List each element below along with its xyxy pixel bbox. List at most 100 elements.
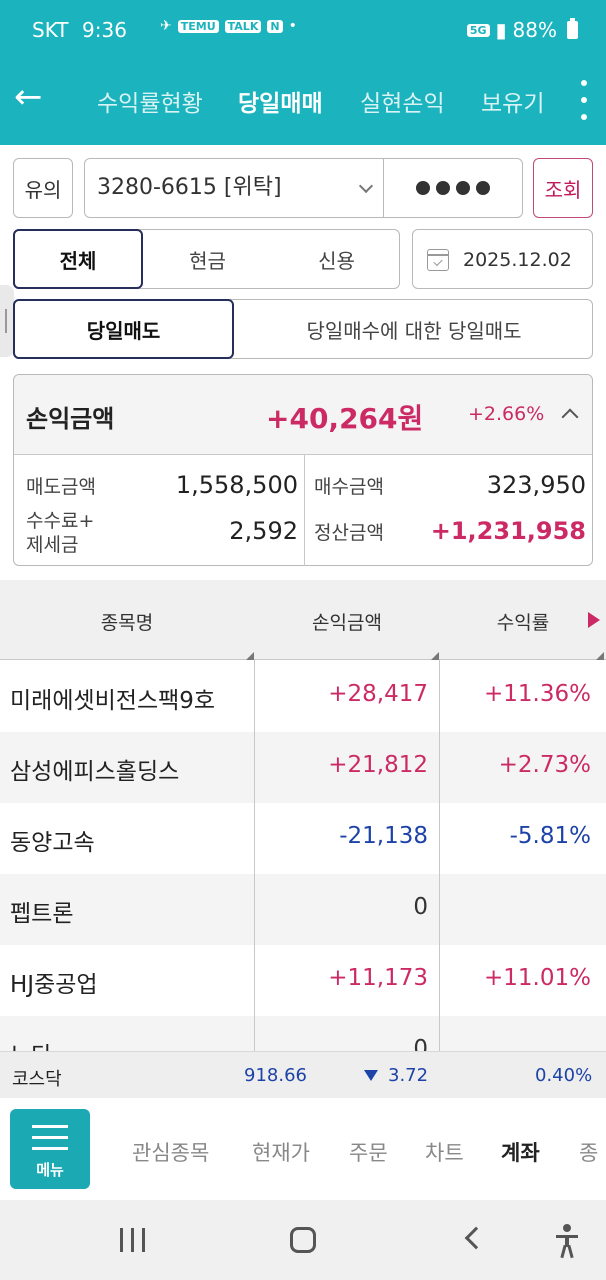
battery-icon bbox=[567, 18, 578, 39]
account-select[interactable]: 3280-6615 [위탁] bbox=[84, 158, 384, 218]
tab-day-trading[interactable]: 당일매매 bbox=[238, 91, 323, 117]
back-icon[interactable] bbox=[464, 1226, 488, 1250]
ticker-index-value: 918.66 bbox=[244, 1065, 307, 1086]
temu-badge: TEMU bbox=[177, 19, 219, 33]
battery-percent: 88% bbox=[512, 18, 557, 42]
segment-cash[interactable]: 현금 bbox=[189, 248, 226, 273]
stock-name: HJ중공업 bbox=[10, 972, 98, 998]
header-pnl-amount[interactable]: 손익금액 bbox=[312, 612, 382, 634]
accessibility-icon[interactable] bbox=[556, 1224, 578, 1259]
chevron-down-icon bbox=[358, 178, 374, 194]
chevron-up-icon[interactable] bbox=[561, 408, 579, 426]
nav-more[interactable]: 종 bbox=[579, 1141, 599, 1165]
nav-watchlist[interactable]: 관심종목 bbox=[132, 1141, 210, 1165]
stock-name: 동양고속 bbox=[10, 830, 95, 856]
recent-apps-icon[interactable] bbox=[120, 1228, 146, 1252]
query-button[interactable]: 조회 bbox=[533, 158, 593, 218]
segment-all[interactable]: 전체 bbox=[13, 229, 143, 289]
stock-name: 노타 bbox=[10, 1036, 52, 1052]
index-ticker[interactable]: 코스닥 918.66 3.72 0.40% bbox=[0, 1051, 606, 1098]
stock-name: 삼성에피스홀딩스 bbox=[10, 759, 180, 785]
bottom-nav: 메뉴 관심종목 현재가 주문 차트 계좌 종 bbox=[0, 1098, 606, 1200]
stock-return-rate: -5.81% bbox=[509, 823, 591, 849]
stock-pnl-table[interactable]: 종목명 손익금액 수익률 미래에셋비전스팩9호 +28,417 +11.36% … bbox=[0, 580, 606, 1052]
pnl-rate: +2.66% bbox=[468, 403, 545, 425]
tab-realized-pnl[interactable]: 실현손익 bbox=[360, 91, 445, 117]
scroll-right-icon[interactable] bbox=[588, 612, 600, 628]
stock-return-rate: +11.01% bbox=[484, 965, 591, 991]
pnl-amount: +40,264원 bbox=[266, 402, 424, 435]
fee-label-line1: 수수료+ bbox=[26, 510, 95, 532]
dot-icon: • bbox=[288, 18, 297, 34]
header-stock-name[interactable]: 종목명 bbox=[100, 612, 154, 634]
ticker-index-name: 코스닥 bbox=[12, 1069, 62, 1090]
column-divider bbox=[439, 660, 440, 1052]
status-time: 9:36 bbox=[82, 18, 127, 42]
nav-account[interactable]: 계좌 bbox=[501, 1141, 540, 1165]
home-icon[interactable] bbox=[290, 1227, 316, 1253]
sort-corner-icon bbox=[246, 652, 254, 660]
nav-chart[interactable]: 차트 bbox=[425, 1141, 464, 1165]
ticker-change: 3.72 bbox=[388, 1065, 429, 1086]
calendar-icon bbox=[427, 249, 449, 271]
telegram-icon: ✈ bbox=[160, 18, 172, 34]
down-triangle-icon bbox=[364, 1070, 378, 1081]
top-bar: SKT 9:36 ✈ TEMU TALK N • 5G ▮ 88% ← 수익률현… bbox=[0, 0, 606, 145]
nav-order[interactable]: 주문 bbox=[349, 1141, 388, 1165]
table-row[interactable]: 동양고속 -21,138 -5.81% bbox=[0, 803, 606, 874]
password-dot-icon bbox=[456, 181, 470, 195]
password-field[interactable] bbox=[383, 158, 523, 218]
status-notification-icons: ✈ TEMU TALK N • bbox=[160, 18, 297, 34]
notice-button[interactable]: 유의 bbox=[13, 158, 73, 218]
sort-corner-icon bbox=[596, 652, 604, 660]
stock-pnl-amount: 0 bbox=[413, 1036, 428, 1052]
stock-name: 미래에셋비전스팩9호 bbox=[10, 688, 216, 714]
menu-button[interactable]: 메뉴 bbox=[10, 1109, 90, 1189]
tab-return-status[interactable]: 수익률현황 bbox=[97, 91, 203, 117]
password-dot-icon bbox=[476, 181, 490, 195]
settlement-label: 정산금액 bbox=[314, 522, 384, 544]
menu-label: 메뉴 bbox=[36, 1161, 64, 1179]
more-options-icon[interactable] bbox=[578, 80, 590, 120]
tab-holding-period[interactable]: 보유기 bbox=[481, 91, 545, 117]
segment-same-day-buy-sell[interactable]: 당일매수에 대한 당일매도 bbox=[306, 318, 522, 343]
fee-label-line2: 제세금 bbox=[26, 534, 79, 556]
segment-credit[interactable]: 신용 bbox=[318, 248, 355, 273]
stock-pnl-amount: -21,138 bbox=[339, 823, 428, 849]
table-row[interactable]: HJ중공업 +11,173 +11.01% bbox=[0, 945, 606, 1016]
date-value: 2025.12.02 bbox=[463, 249, 572, 271]
fee-tax-value: 2,592 bbox=[229, 517, 298, 545]
sell-amount-label: 매도금액 bbox=[26, 476, 96, 498]
table-row[interactable]: 삼성에피스홀딩스 +21,812 +2.73% bbox=[0, 732, 606, 803]
nav-current-price[interactable]: 현재가 bbox=[252, 1141, 310, 1165]
sell-mode-segment: 당일매도 당일매수에 대한 당일매도 bbox=[13, 299, 593, 359]
back-arrow-icon[interactable]: ← bbox=[14, 77, 43, 117]
buy-amount-label: 매수금액 bbox=[314, 476, 384, 498]
header-return-rate[interactable]: 수익률 bbox=[496, 612, 550, 634]
stock-pnl-amount: +21,812 bbox=[328, 752, 428, 778]
table-row[interactable]: 노타 0 bbox=[0, 1016, 606, 1052]
column-divider bbox=[254, 660, 255, 1052]
status-bar: SKT 9:36 ✈ TEMU TALK N • 5G ▮ 88% bbox=[0, 0, 606, 60]
password-dot-icon bbox=[416, 181, 430, 195]
side-drawer-handle[interactable] bbox=[0, 285, 14, 357]
sell-amount-value: 1,558,500 bbox=[175, 471, 298, 499]
pnl-summary-header[interactable]: 손익금액 +40,264원 +2.66% bbox=[14, 375, 592, 455]
stock-name: 펩트론 bbox=[10, 901, 74, 927]
card-divider bbox=[304, 455, 305, 566]
table-row[interactable]: 미래에셋비전스팩9호 +28,417 +11.36% bbox=[0, 661, 606, 732]
network-5g-badge: 5G bbox=[466, 23, 490, 37]
segment-same-day-sell[interactable]: 당일매도 bbox=[13, 299, 234, 359]
talk-badge: TALK bbox=[224, 19, 262, 33]
stock-pnl-amount: +28,417 bbox=[328, 681, 428, 707]
signal-icon: ▮ bbox=[495, 18, 507, 42]
pnl-title: 손익금액 bbox=[26, 405, 115, 433]
system-nav-bar bbox=[0, 1200, 606, 1280]
date-picker[interactable]: 2025.12.02 bbox=[412, 229, 593, 289]
table-header: 종목명 손익금액 수익률 bbox=[0, 580, 606, 660]
stock-return-rate: +2.73% bbox=[498, 752, 591, 778]
hamburger-icon bbox=[32, 1125, 68, 1151]
buy-amount-value: 323,950 bbox=[486, 471, 586, 499]
naver-badge: N bbox=[267, 19, 283, 33]
table-row[interactable]: 펩트론 0 bbox=[0, 874, 606, 945]
